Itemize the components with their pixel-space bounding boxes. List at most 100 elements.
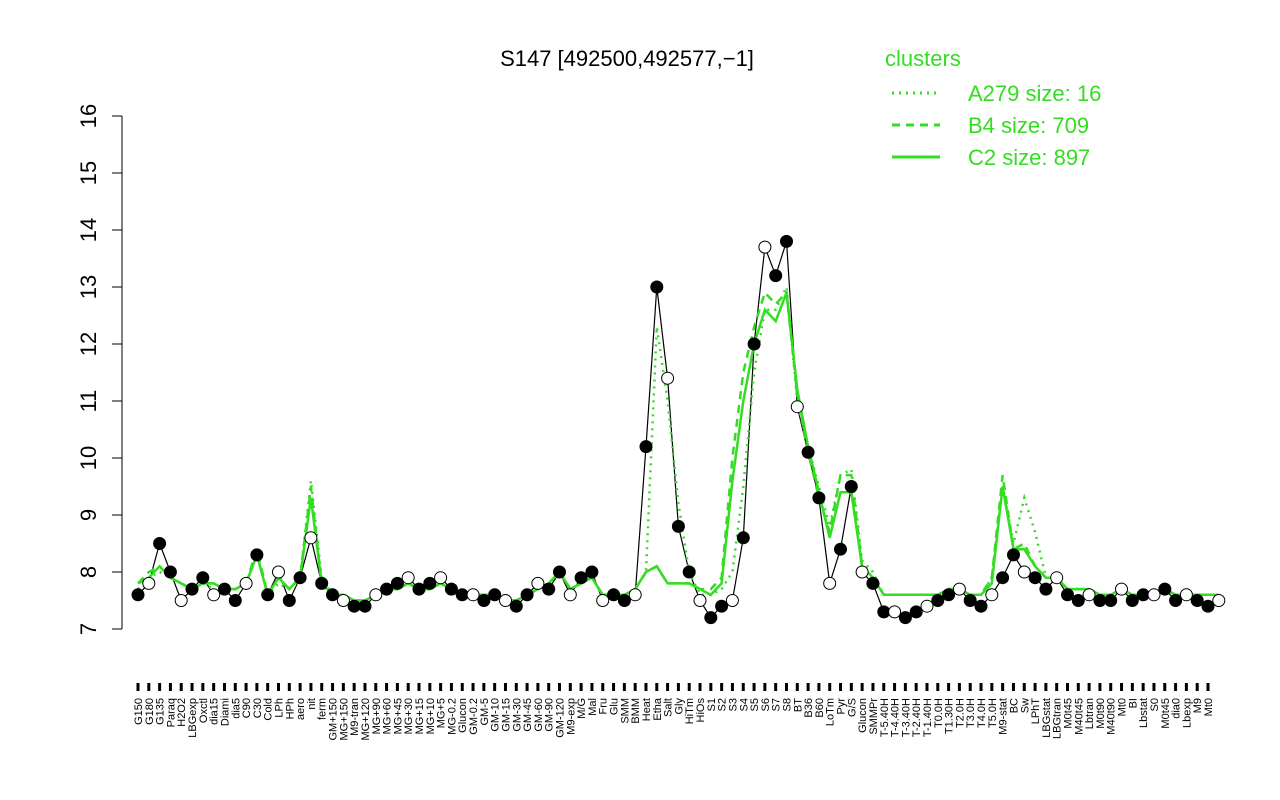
data-point: [358, 599, 372, 613]
data-point: [693, 594, 707, 607]
x-tick-label: SMMPr: [868, 698, 880, 735]
data-point: [250, 548, 264, 562]
series-line-3: [137, 292, 1219, 602]
x-tick-label: LPhT: [1030, 698, 1042, 725]
data-point: [585, 565, 599, 579]
x-tick-label: Salt: [663, 698, 675, 717]
x-tick-label: nit: [306, 698, 318, 710]
x-tick-label: BC: [1008, 698, 1020, 713]
y-tick-label: 10: [76, 446, 101, 470]
data-point: [866, 576, 880, 590]
x-tick-label: MG+10: [425, 698, 437, 734]
x-tick-label: T2.0H: [954, 698, 966, 728]
data-point: [747, 337, 761, 351]
data-point: [704, 611, 718, 625]
data-point: [423, 576, 437, 590]
data-point: [315, 576, 329, 590]
data-point: [509, 599, 523, 613]
x-tick-label: Sw: [1019, 698, 1031, 713]
data-point: [1136, 588, 1150, 602]
data-point: [261, 588, 275, 602]
x-tick-label: HPh: [284, 698, 296, 719]
y-tick-label: 7: [76, 623, 101, 635]
data-point: [336, 594, 350, 607]
data-point: [769, 269, 783, 283]
data-point: [347, 599, 361, 613]
x-tick-label: S2: [717, 698, 729, 711]
data-point: [282, 594, 296, 607]
data-point: [1190, 594, 1204, 607]
x-tick-label: T1.30H: [944, 698, 956, 734]
data-point: [1061, 588, 1074, 602]
x-tick-label: T5.0H: [987, 698, 999, 728]
data-point: [736, 531, 750, 545]
data-point: [455, 588, 469, 602]
x-tick-label: S1: [706, 698, 718, 711]
x-tick-label: GM-30: [511, 698, 523, 732]
x-tick-label: Glucon: [457, 698, 469, 733]
x-tick-label: GM+150: [328, 698, 340, 741]
x-tick-label: aero: [295, 698, 307, 720]
data-point: [228, 594, 242, 607]
x-tick-label: dia5: [230, 698, 242, 719]
x-tick-label: S5: [749, 698, 761, 711]
y-tick-label: 15: [76, 161, 101, 185]
data-point: [520, 588, 534, 602]
data-point: [607, 588, 621, 602]
y-tick-label: 12: [76, 332, 101, 356]
chart-title: S147 [492500,492577,−1]: [500, 46, 754, 71]
legend-label: A279 size: 16: [968, 81, 1101, 106]
x-tick-label: H2O2: [176, 698, 188, 727]
x-tick-label: S0: [1149, 698, 1161, 711]
data-point: [1050, 571, 1064, 585]
data-point: [909, 605, 923, 619]
x-tick-label: Mal: [587, 698, 599, 716]
x-tick-label: Lbexp: [1181, 698, 1193, 728]
x-tick-label: S4: [738, 698, 750, 711]
x-tick-label: Glucon: [857, 698, 869, 733]
data-point: [1201, 599, 1215, 613]
data-point: [877, 605, 891, 619]
data-point: [942, 588, 956, 602]
x-tick-label: LoTm: [825, 698, 837, 726]
x-tick-label: MG+90: [371, 698, 383, 734]
x-tick-label: GM-60: [533, 698, 545, 732]
x-tick-label: BMM: [630, 698, 642, 724]
data-point: [1017, 565, 1031, 579]
series-lines: [137, 241, 1220, 619]
data-point: [488, 588, 502, 602]
x-tick-label: MG+45: [392, 698, 404, 734]
data-point: [1212, 594, 1226, 607]
x-tick-label: G180: [144, 698, 156, 725]
series-line-1: [137, 282, 1219, 602]
x-tick-label: Lbtran: [1084, 698, 1096, 729]
x-tick-label: M0t90: [1095, 698, 1107, 729]
data-point: [1115, 582, 1128, 596]
x-tick-label: Etha: [652, 697, 664, 721]
data-point: [1147, 588, 1161, 602]
data-point: [617, 594, 631, 607]
x-tick-label: T3.0H: [965, 698, 977, 728]
data-point: [1179, 588, 1193, 602]
data-point: [466, 588, 480, 602]
legend: clusters A279 size: 16 B4 size: 709 C2 siz…: [885, 46, 1101, 170]
x-tick-label: LBGtran: [1052, 698, 1064, 739]
data-point: [834, 542, 847, 556]
legend-label: C2 size: 897: [968, 145, 1090, 170]
data-point: [553, 565, 566, 579]
x-tick-label: GM-0.2: [468, 698, 480, 735]
data-point: [412, 582, 426, 596]
x-tick-label: M9-exp: [565, 698, 577, 735]
data-point: [499, 594, 512, 607]
series-line-2: [137, 289, 1219, 602]
x-tick-label: T4.0H: [976, 698, 988, 728]
data-point: [1028, 571, 1042, 585]
x-tick-label: ferm: [317, 698, 329, 720]
data-point: [218, 582, 231, 596]
data-point: [888, 605, 902, 619]
data-point: [780, 234, 793, 248]
data-point: [628, 588, 642, 602]
x-tick-label: LPh: [274, 698, 286, 718]
x-tick-label: Diami: [219, 698, 231, 726]
